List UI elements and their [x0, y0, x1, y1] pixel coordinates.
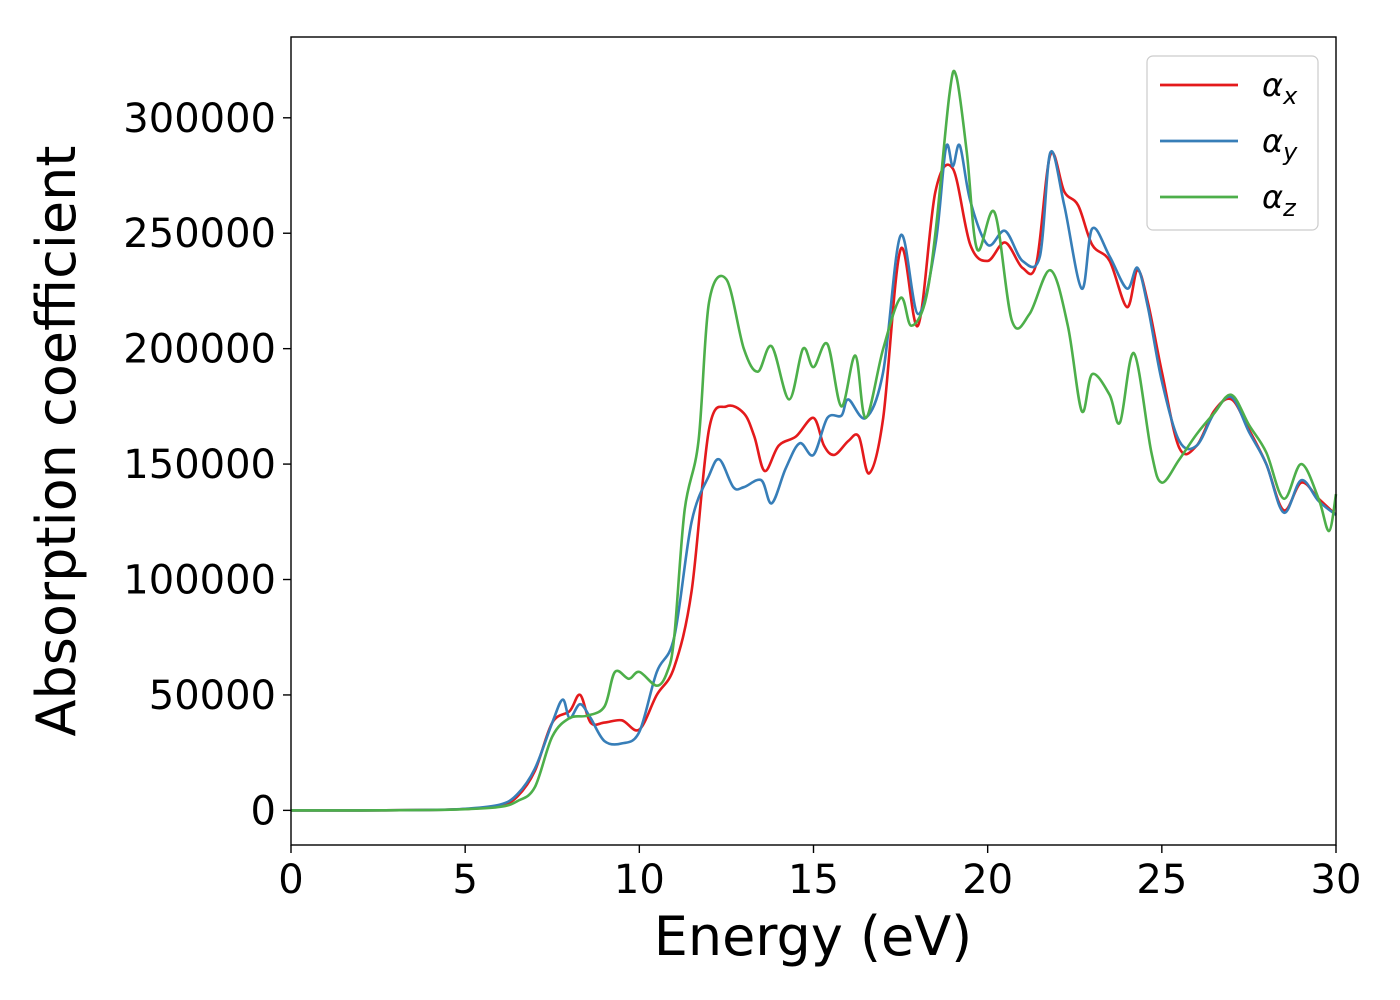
series-line-z	[291, 69, 1338, 812]
legend-label-y: αy	[1262, 122, 1298, 166]
y-axis-title: Absorption coefficient	[25, 146, 88, 737]
y-tick-label: 300000	[123, 96, 276, 142]
y-tick-label: 0	[251, 788, 276, 834]
legend-label-z: αz	[1262, 178, 1297, 222]
x-tick-label: 20	[962, 857, 1013, 903]
x-axis: 0 5 10 15 20 25 30	[278, 845, 1361, 903]
series-layer	[291, 69, 1338, 812]
series-line-x	[291, 151, 1337, 812]
legend-box	[1146, 55, 1319, 231]
y-tick-label: 250000	[123, 211, 276, 257]
legend-label-x: αx	[1262, 66, 1298, 110]
y-axis: 0 50000 100000 150000 200000 250000 300000	[123, 96, 291, 834]
y-tick-label: 100000	[123, 558, 276, 604]
x-tick-label: 15	[788, 857, 839, 903]
x-tick-label: 30	[1311, 857, 1362, 903]
y-tick-label: 200000	[123, 327, 276, 373]
x-tick-label: 0	[278, 857, 303, 903]
x-tick-label: 25	[1136, 857, 1187, 903]
legend: αx αy αz	[1146, 55, 1319, 231]
y-tick-label: 150000	[123, 442, 276, 488]
x-tick-label: 5	[452, 857, 477, 903]
x-tick-label: 10	[614, 857, 665, 903]
x-axis-title: Energy (eV)	[654, 905, 973, 968]
y-tick-label: 50000	[149, 673, 276, 719]
series-line-y	[291, 143, 1337, 812]
